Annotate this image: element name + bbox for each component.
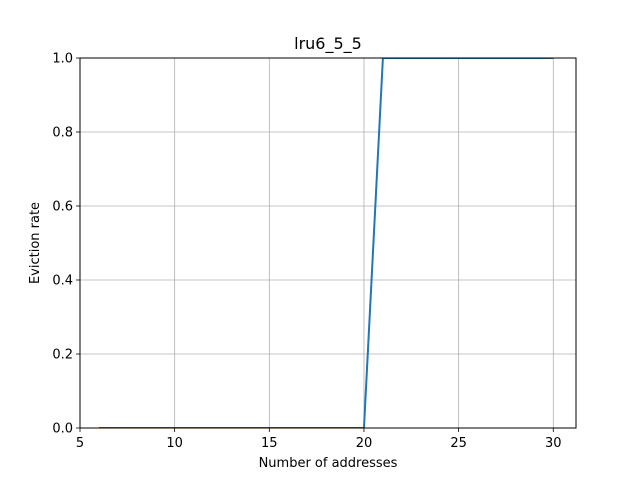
x-tick-label: 15 bbox=[261, 436, 278, 451]
plot-frame bbox=[79, 57, 577, 429]
y-axis-label: Eviction rate bbox=[28, 202, 43, 284]
y-tick-label: 0.4 bbox=[52, 274, 73, 289]
y-tick-label: 1.0 bbox=[52, 52, 73, 67]
y-tick-label: 0.2 bbox=[52, 348, 73, 363]
x-axis-label: Number of addresses bbox=[259, 456, 398, 471]
x-tick-label: 5 bbox=[76, 436, 84, 451]
x-tick-label: 25 bbox=[450, 436, 467, 451]
x-tick-label: 30 bbox=[545, 436, 562, 451]
chart-title: lru6_5_5 bbox=[294, 34, 362, 54]
y-tick-label: 0.0 bbox=[52, 422, 73, 437]
y-tick-label: 0.6 bbox=[52, 200, 73, 215]
x-tick-label: 10 bbox=[166, 436, 183, 451]
x-tick-label: 20 bbox=[356, 436, 373, 451]
y-tick-label: 0.8 bbox=[52, 126, 73, 141]
x-axis: 5 10 15 20 25 30 bbox=[76, 428, 562, 451]
y-axis: 0.0 0.2 0.4 0.6 0.8 1.0 bbox=[52, 52, 80, 437]
